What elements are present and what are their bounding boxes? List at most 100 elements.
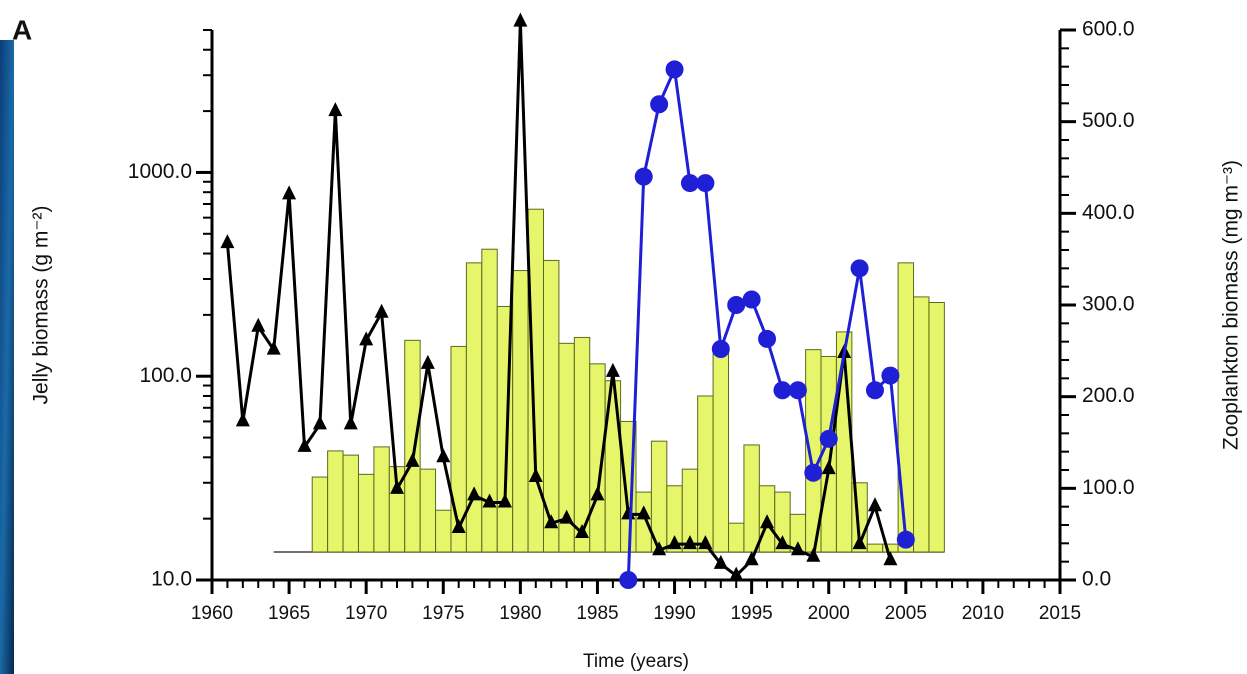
bar: [527, 208, 544, 553]
bar: [357, 473, 375, 553]
background-strip: [0, 40, 14, 674]
y-tick-label: 100.0: [139, 364, 192, 387]
x-tick-label: 1965: [268, 603, 310, 624]
y2-tick-label: 200.0: [1082, 384, 1135, 407]
point: [559, 509, 574, 524]
point: [850, 259, 869, 278]
bar: [635, 491, 652, 553]
point: [650, 95, 669, 114]
y2-tick-label: 300.0: [1082, 293, 1135, 316]
point: [451, 518, 466, 533]
point: [711, 340, 730, 358]
point: [634, 167, 653, 186]
point: [220, 234, 235, 249]
bar: [373, 446, 390, 553]
point: [467, 486, 482, 501]
x-tick-label: 1995: [730, 603, 772, 624]
y2-axis-label: Zooplankton biomass (mg m⁻³): [1220, 160, 1243, 450]
point: [636, 505, 651, 520]
point: [652, 541, 667, 556]
y-tick-label: 1000.0: [128, 160, 192, 183]
point: [760, 514, 775, 529]
point: [819, 429, 838, 448]
x-tick-label: 1960: [191, 603, 233, 624]
panel-label: A: [12, 14, 32, 45]
point: [266, 340, 281, 355]
bar: [866, 543, 884, 553]
bar: [728, 522, 745, 553]
x-tick-label: 1970: [345, 603, 387, 624]
point: [420, 354, 435, 369]
bar: [404, 339, 421, 553]
bar: [913, 296, 930, 553]
point: [482, 493, 497, 508]
bar: [342, 454, 359, 553]
point: [773, 381, 792, 400]
point: [667, 535, 682, 550]
point: [696, 174, 715, 193]
point: [328, 102, 343, 117]
bar: [512, 270, 529, 553]
point: [251, 317, 266, 332]
point: [665, 60, 684, 79]
point: [680, 174, 699, 193]
point: [804, 463, 823, 482]
x-tick-label: 1980: [499, 603, 541, 624]
y2-tick-label: 500.0: [1082, 109, 1135, 132]
point: [790, 541, 805, 556]
y2-tick-label: 600.0: [1082, 18, 1135, 41]
point: [605, 362, 620, 377]
point: [852, 535, 867, 550]
point: [788, 381, 807, 400]
x-axis-label: Time (years): [583, 651, 689, 672]
y2-tick-label: 0.0: [1082, 568, 1111, 591]
point: [390, 479, 405, 494]
bar: [928, 302, 945, 553]
point: [528, 468, 543, 483]
point: [896, 530, 915, 549]
point: [821, 460, 836, 475]
point: [883, 551, 898, 566]
point: [590, 486, 605, 501]
point: [742, 290, 761, 309]
y2-tick-label: 400.0: [1082, 201, 1135, 224]
x-tick-label: 2015: [1039, 603, 1081, 624]
point: [235, 412, 250, 427]
bar: [743, 444, 760, 553]
bar: [311, 476, 329, 553]
bar: [419, 468, 437, 553]
bar: [712, 352, 730, 553]
point: [713, 554, 728, 569]
x-tick-label: 2000: [808, 603, 850, 624]
bar: [327, 450, 344, 553]
point: [575, 524, 590, 539]
x-tick-label: 2010: [962, 603, 1004, 624]
point: [343, 415, 358, 430]
point: [544, 514, 559, 529]
point: [282, 185, 297, 200]
bar: [435, 509, 452, 553]
point: [867, 497, 882, 512]
x-tick-label: 1990: [653, 603, 695, 624]
y-tick-label: 10.0: [151, 568, 192, 591]
point: [436, 448, 451, 463]
y2-tick-label: 100.0: [1082, 476, 1135, 499]
bar: [697, 395, 714, 553]
y-axis-label: Jelly biomass (g m⁻²): [30, 206, 53, 405]
point: [729, 566, 744, 581]
bar: [897, 262, 915, 553]
point: [297, 437, 312, 452]
point: [881, 366, 900, 385]
point: [806, 547, 821, 562]
x-tick-label: 2005: [885, 603, 927, 624]
point: [744, 551, 759, 566]
point: [619, 571, 638, 589]
point: [682, 535, 697, 550]
point: [727, 296, 746, 314]
x-tick-label: 1975: [422, 603, 464, 624]
point: [497, 493, 512, 508]
point: [405, 452, 420, 467]
point: [312, 415, 327, 430]
point: [775, 535, 790, 550]
